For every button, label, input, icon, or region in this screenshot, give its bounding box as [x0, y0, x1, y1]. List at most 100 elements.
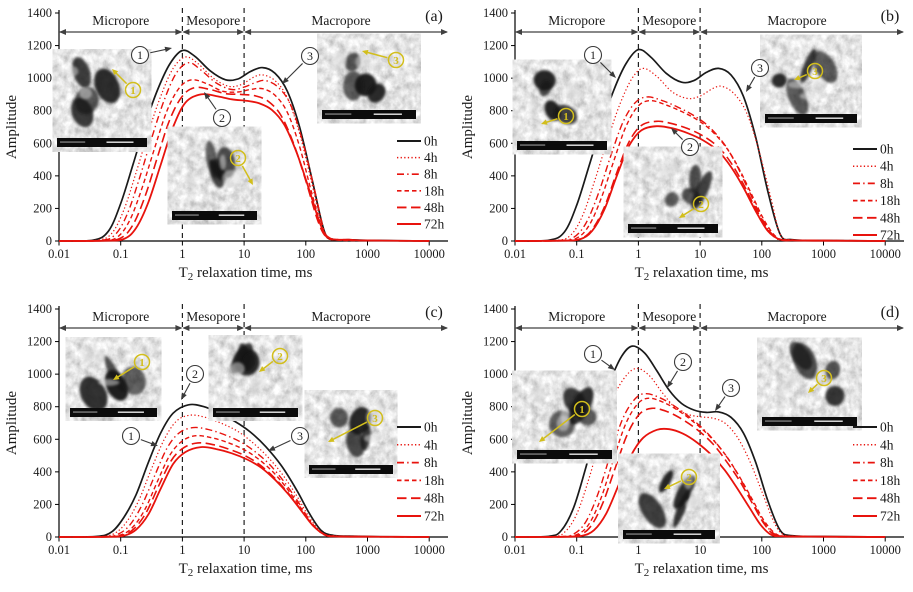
x-tick-label: 1 — [179, 247, 185, 261]
scale-bar — [815, 117, 844, 119]
x-tick-label: 100 — [296, 543, 315, 557]
light-grain-blob — [812, 77, 826, 95]
curve-72h — [58, 446, 430, 538]
region-arrow-head — [700, 325, 708, 331]
legend-label-18h: 18h — [880, 193, 901, 208]
yellow-number-circle — [692, 195, 710, 213]
pore-region-header: Micropore Mesopore Macropore — [515, 304, 904, 537]
scale-bar — [814, 420, 843, 422]
x-title-rest: relaxation time, ms — [649, 561, 768, 577]
inset-annotation: 1 — [112, 69, 142, 99]
x-title-rest: relaxation time, ms — [649, 265, 768, 281]
yellow-number-circle — [271, 347, 289, 365]
legend-label-18h: 18h — [424, 473, 445, 488]
yellow-arrow — [241, 165, 252, 181]
inset-annotation: 3 — [362, 49, 405, 69]
yellow-arrow — [262, 360, 274, 370]
region-arrow-head — [638, 325, 646, 331]
x-tick-label: 0.1 — [113, 543, 129, 557]
yellow-arrow-head — [259, 366, 266, 372]
pore-region-header: Micropore Mesopore Macropore — [59, 304, 448, 537]
annotation-number: 3 — [757, 61, 763, 75]
y-tick-label: 1000 — [483, 367, 508, 381]
panel-a-chart: 0 200 400 600 800 1000 1200 1400 0.01 0.1 1 10 100 10… — [0, 0, 457, 296]
dark-pore-blob — [79, 376, 108, 412]
sem-inset-image — [213, 339, 298, 417]
region-label-micropore: Micropore — [548, 13, 605, 28]
annotation-number: 3 — [297, 429, 303, 443]
y-tick-label: 400 — [489, 465, 508, 479]
yellow-number: 1 — [579, 404, 585, 416]
light-grain-blob — [355, 54, 370, 70]
y-axis-title: Amplitude — [4, 391, 20, 456]
annotation-arrow — [183, 382, 191, 395]
dark-pore-blob — [689, 164, 702, 194]
y-tick-label: 800 — [489, 104, 508, 118]
region-arrow-head — [631, 325, 639, 331]
yellow-number-circle — [557, 107, 575, 125]
annotation-arrow — [669, 370, 678, 384]
region-arrow-head — [631, 29, 639, 35]
sem-inset-image — [517, 64, 607, 150]
x-axis-title: T2 relaxation time, ms — [635, 561, 769, 579]
y-tick-label: 400 — [33, 169, 52, 183]
legend-label-48h: 48h — [880, 210, 901, 225]
y-tick-label: 200 — [489, 201, 508, 215]
curve-annotation: 2 — [671, 128, 700, 157]
light-grain-blob — [185, 170, 198, 186]
sem-inset-image — [628, 151, 718, 233]
y-tick-label: 1400 — [483, 302, 508, 316]
scale-bar — [259, 411, 286, 413]
yellow-number-circle — [124, 81, 142, 99]
legend-label-0h: 0h — [880, 142, 894, 157]
legend-label-72h: 72h — [424, 217, 445, 232]
dark-pore-blob — [812, 50, 838, 83]
y-tick-label: 1200 — [27, 39, 52, 53]
light-grain-blob — [95, 349, 105, 368]
legend-label-48h: 48h — [880, 491, 901, 506]
x-tick-label: 1 — [635, 247, 641, 261]
y-tick-label: 0 — [502, 530, 508, 544]
region-arrow-head — [244, 325, 252, 331]
x-title-sub: 2 — [644, 271, 650, 283]
scale-bar-strip — [517, 141, 607, 150]
sem-inset-image — [172, 131, 257, 220]
inset-annotation: 3 — [794, 62, 824, 81]
curve-annotation: 2 — [204, 92, 232, 128]
y-tick-label: 600 — [489, 136, 508, 150]
yellow-arrow — [115, 72, 128, 85]
scale-bar-strip — [213, 408, 298, 417]
scale-bar-text-marks — [631, 227, 657, 229]
inset-annotation: 3 — [808, 369, 833, 393]
inset-annotation: 3 — [328, 409, 384, 442]
yellow-arrow-head — [794, 75, 801, 81]
curve-8h — [58, 426, 430, 538]
x-title-sub: 2 — [188, 567, 194, 579]
light-grain-blob — [786, 374, 804, 384]
x-tick-label: 0.01 — [48, 543, 70, 557]
curve-0h — [514, 48, 886, 242]
yellow-number-circle — [815, 369, 833, 387]
annotation-arrow-head — [671, 128, 678, 135]
scale-bar-strip — [70, 408, 157, 417]
sem-inset-image — [322, 38, 416, 119]
yellow-arrow-head — [328, 436, 335, 442]
light-grain-blob — [65, 66, 79, 77]
curve-annotation: 1 — [583, 344, 615, 370]
y-axis-title: Amplitude — [4, 95, 20, 160]
region-label-micropore: Micropore — [92, 13, 149, 28]
dark-pore-blob — [94, 68, 121, 104]
inset-annotation: 2 — [664, 468, 698, 489]
yellow-number-circle — [387, 51, 405, 69]
legend-label-0h: 0h — [424, 134, 438, 149]
legend-label-18h: 18h — [880, 473, 901, 488]
light-grain-blob — [657, 164, 669, 182]
x-axis-title: T2 relaxation time, ms — [635, 265, 769, 283]
scale-bar — [355, 468, 381, 470]
y-tick-label: 0 — [46, 530, 52, 544]
pore-region-header: Micropore Mesopore Macropore — [515, 8, 904, 241]
yellow-arrow — [332, 421, 368, 441]
